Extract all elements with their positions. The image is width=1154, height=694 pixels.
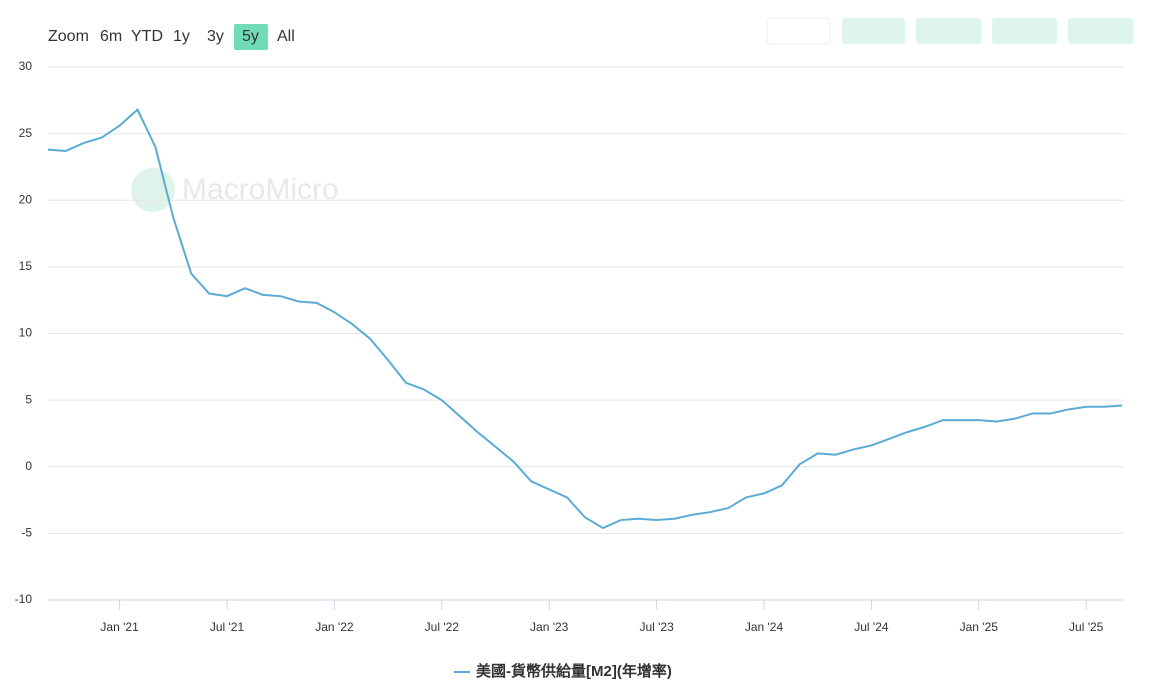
note-button[interactable] <box>992 18 1057 44</box>
legend-label: 美國-貨幣供給量[M2](年增率) <box>476 662 672 680</box>
fullscreen-button[interactable] <box>1068 18 1133 44</box>
x-tick-label: Jan '23 <box>530 620 569 634</box>
y-tick-label: 25 <box>19 126 33 140</box>
zoom-button[interactable]: YTD <box>131 28 163 45</box>
series-line <box>47 108 1123 530</box>
zoom-button[interactable]: 5y <box>242 28 259 45</box>
zoom-active-bg <box>234 24 268 50</box>
x-tick-label: Jul '21 <box>210 620 245 634</box>
custom-button[interactable] <box>842 18 905 44</box>
x-tick-label: Jul '23 <box>639 620 674 634</box>
y-tick-label: 5 <box>25 392 32 406</box>
y-tick-label: 0 <box>25 459 32 473</box>
x-tick-label: Jul '24 <box>854 620 889 634</box>
zoom-button[interactable]: 6m <box>100 28 122 45</box>
y-tick-label: 15 <box>19 259 33 273</box>
y-tick-label: -5 <box>21 526 32 540</box>
y-tick-label: 20 <box>19 192 33 206</box>
export-buttons <box>766 17 1133 45</box>
x-tick-label: Jan '24 <box>745 620 784 634</box>
y-tick-label: 30 <box>19 59 33 73</box>
zoom-label: Zoom <box>48 28 89 45</box>
x-tick-label: Jan '25 <box>960 620 999 634</box>
watermark-text: MacroMicro <box>182 173 339 206</box>
zoom-bar: Zoom 6m YTD 1y 3y 5y All <box>48 24 295 50</box>
x-tick-label: Jul '25 <box>1069 620 1104 634</box>
watermark-logo <box>131 168 175 212</box>
legend-item[interactable]: 美國-貨幣供給量[M2](年增率) <box>454 662 672 680</box>
zoom-button[interactable]: 3y <box>207 28 224 45</box>
y-tick-label: 10 <box>19 326 33 340</box>
zoom-button[interactable]: 1y <box>173 28 190 45</box>
x-tick-label: Jan '21 <box>100 620 139 634</box>
zoom-button[interactable]: All <box>277 28 295 45</box>
x-tick-label: Jul '22 <box>425 620 460 634</box>
image-button[interactable] <box>916 18 981 44</box>
y-tick-label: -10 <box>15 592 33 606</box>
share-button[interactable] <box>766 17 831 45</box>
x-tick-label: Jan '22 <box>315 620 354 634</box>
